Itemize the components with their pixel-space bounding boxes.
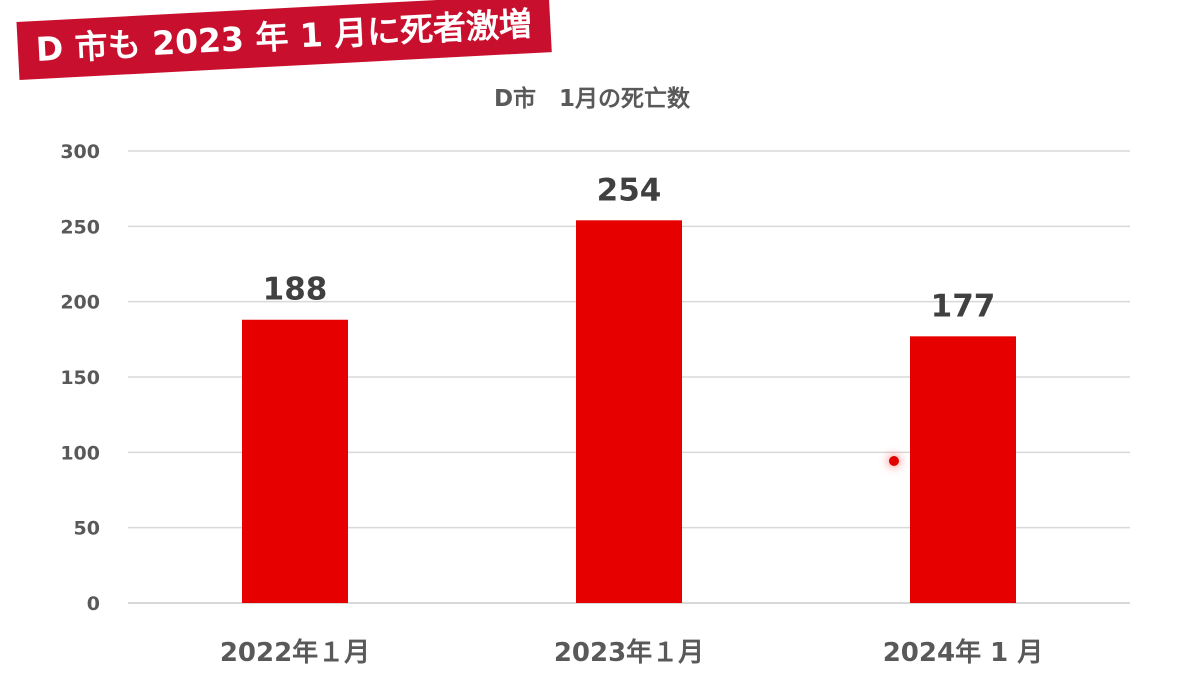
bar-3	[910, 336, 1016, 603]
y-tick-label: 150	[60, 367, 100, 389]
data-label-3: 177	[931, 288, 996, 324]
x-category-label-1: 2022年１月	[220, 637, 370, 668]
x-category-label-2: 2023年１月	[554, 637, 704, 668]
y-tick-label: 0	[87, 593, 100, 615]
bar-1	[242, 319, 348, 603]
bar-2	[576, 220, 682, 603]
chart-title: D市 1月の死亡数	[494, 85, 691, 112]
y-tick-label: 250	[60, 216, 100, 238]
y-tick-label: 100	[60, 442, 100, 464]
x-category-label-3: 2024年 1 月	[883, 637, 1044, 668]
data-label-1: 188	[263, 272, 328, 308]
data-label-2: 254	[597, 172, 662, 208]
y-tick-label: 200	[60, 292, 100, 314]
y-tick-label: 300	[60, 141, 100, 163]
pointer-dot	[889, 456, 899, 466]
y-tick-label: 50	[74, 518, 100, 540]
